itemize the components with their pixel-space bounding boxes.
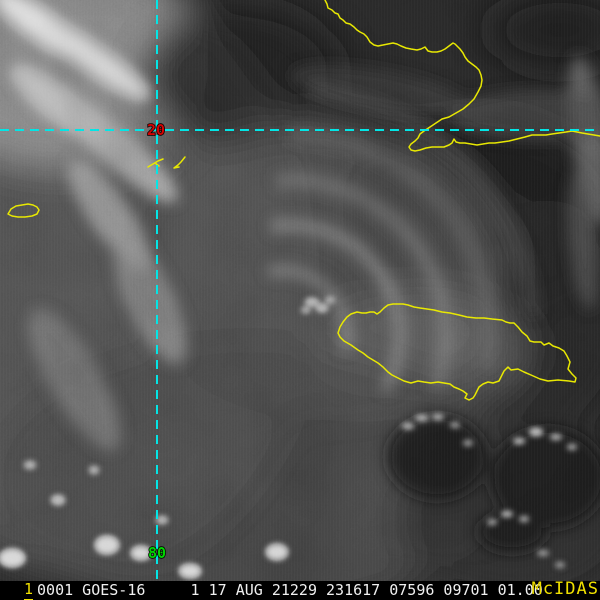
frame-number: 1 [24, 580, 34, 600]
cayman-brac-coastline [173, 156, 186, 169]
little-cayman-coastline [147, 158, 164, 168]
longitude-label: 80 [148, 544, 166, 562]
map-overlay [7, 0, 600, 401]
graticule [0, 0, 600, 582]
status-bar: 1 0001 GOES-16 1 17 AUG 21229 231617 075… [0, 579, 600, 600]
cuba-coastline [324, 0, 600, 152]
mcidas-brand: McIDAS [531, 579, 599, 599]
jamaica-coastline [337, 303, 577, 401]
latitude-label: 20 [147, 121, 165, 139]
status-text: 0001 GOES-16 1 17 AUG 21229 231617 07596… [37, 581, 543, 599]
grand-cayman-coastline [7, 203, 40, 218]
